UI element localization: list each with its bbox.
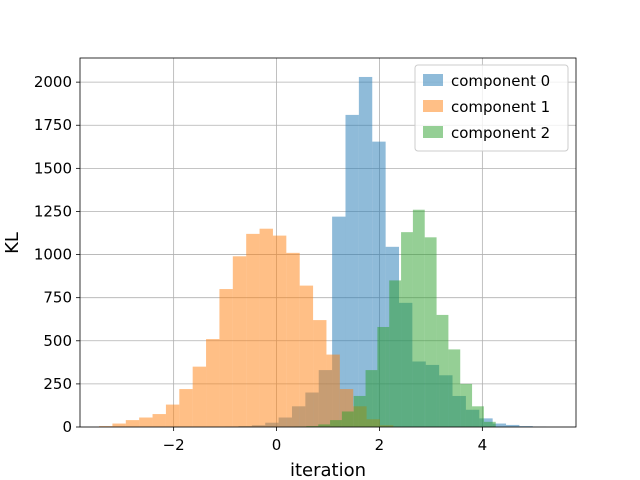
x-tick-label: 2 [375, 436, 385, 454]
legend-label: component 0 [451, 72, 550, 90]
histogram-bar [273, 236, 286, 427]
histogram-bar [437, 315, 449, 427]
y-tick-label: 1000 [34, 246, 72, 264]
histogram-bar [330, 420, 342, 427]
legend-swatch [423, 100, 443, 112]
legend-swatch [423, 74, 443, 86]
histogram-bar [313, 320, 326, 427]
histogram-bar [425, 237, 437, 427]
y-axis-label: KL [2, 232, 23, 254]
histogram-bar [472, 406, 484, 427]
histogram-bar [342, 411, 354, 427]
legend-label: component 1 [451, 98, 550, 116]
histogram-bar [246, 234, 259, 427]
histogram-bar [153, 414, 166, 427]
y-tick-label: 750 [43, 289, 72, 307]
histogram-bar [166, 405, 179, 427]
histogram-bar [260, 229, 273, 427]
histogram-bar [377, 327, 389, 427]
histogram-bar [139, 418, 152, 427]
x-tick-label: −2 [163, 436, 185, 454]
histogram-bar [219, 289, 232, 427]
y-tick-label: 250 [43, 375, 72, 393]
y-tick-label: 2000 [34, 73, 72, 91]
histogram-bar [286, 253, 299, 427]
histogram-bar [112, 424, 125, 427]
histogram-bar [179, 389, 192, 427]
x-tick-label: 4 [478, 436, 488, 454]
histogram-bar [126, 420, 139, 427]
y-tick-label: 0 [62, 418, 72, 436]
legend-swatch [423, 126, 443, 138]
histogram-bar [345, 115, 358, 427]
legend-label: component 2 [451, 124, 550, 142]
histogram-bar [354, 396, 366, 427]
y-tick-label: 500 [43, 332, 72, 350]
histogram-bar [193, 367, 206, 427]
histogram-bar [448, 349, 460, 427]
histogram-bar [326, 355, 339, 427]
y-tick-label: 1500 [34, 159, 72, 177]
histogram-bar [233, 256, 246, 427]
histogram-bar [484, 422, 496, 427]
y-tick-label: 1250 [34, 202, 72, 220]
histogram-bar [389, 280, 401, 427]
histogram-bar [401, 232, 413, 427]
y-tick-label: 1750 [34, 116, 72, 134]
histogram-bar [413, 210, 425, 427]
x-axis-label: iteration [290, 460, 366, 480]
histogram-bar [206, 339, 219, 427]
histogram-bar [460, 384, 472, 427]
histogram-bar [366, 370, 378, 427]
legend: component 0 component 1 component 2 [415, 65, 568, 151]
x-tick-label: 0 [272, 436, 282, 454]
histogram-bar [300, 286, 313, 427]
